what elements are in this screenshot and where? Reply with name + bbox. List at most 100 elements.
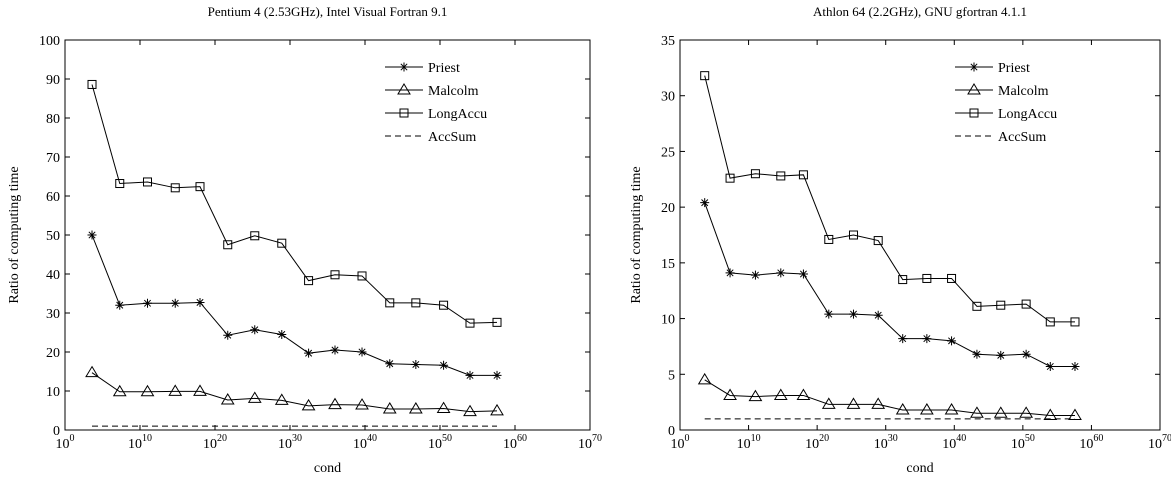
marker-square (824, 234, 834, 244)
marker-square (972, 301, 982, 311)
marker-star (848, 309, 858, 319)
series-line (91, 372, 498, 413)
marker-square (439, 300, 449, 310)
x-axis-label: cond (906, 461, 933, 476)
marker-triangle (846, 397, 861, 409)
marker-star (330, 345, 340, 355)
marker-star (798, 269, 808, 279)
marker-square (399, 108, 409, 118)
marker-square (996, 300, 1006, 310)
y-tick-label: 35 (661, 34, 675, 49)
x-tick-label: 1030 (278, 433, 302, 452)
y-tick-label: 50 (46, 229, 60, 244)
marker-square (750, 169, 760, 179)
marker-star (1021, 349, 1031, 359)
marker-triangle (895, 402, 910, 415)
marker-square (143, 177, 152, 187)
x-tick-label: 100 (56, 433, 75, 452)
x-tick-label: 1030 (874, 433, 898, 452)
marker-square (87, 79, 97, 89)
marker-square (1070, 317, 1080, 327)
legend-label: Malcolm (998, 84, 1049, 99)
marker-triangle (490, 403, 504, 416)
marker-square (947, 273, 957, 283)
marker-triangle (220, 392, 235, 405)
marker-triangle (919, 402, 934, 415)
x-tick-label: 1060 (1079, 433, 1103, 452)
marker-star (195, 297, 205, 307)
marker-square (1045, 317, 1055, 327)
marker-star (947, 336, 957, 346)
marker-square (170, 183, 180, 193)
x-tick-label: 1050 (428, 433, 452, 452)
marker-square (223, 240, 233, 250)
marker-triangle (967, 83, 981, 95)
marker-star (1070, 361, 1080, 371)
y-tick-label: 100 (39, 34, 60, 49)
marker-triangle (397, 83, 411, 95)
marker-square (700, 71, 710, 81)
x-tick-label: 1010 (737, 433, 761, 452)
series-line (91, 84, 498, 324)
legend-label: AccSum (998, 130, 1046, 145)
chart-title: Pentium 4 (2.53GHz), Intel Visual Fortra… (208, 4, 448, 19)
marker-square (922, 273, 932, 283)
marker-star (304, 348, 314, 358)
legend-label: LongAccu (998, 107, 1057, 122)
y-tick-label: 10 (661, 313, 675, 328)
marker-triangle (463, 404, 477, 417)
marker-star (223, 330, 233, 340)
x-tick-label: 1060 (503, 433, 527, 452)
marker-star (357, 347, 367, 357)
marker-square (330, 270, 340, 280)
legend-label: AccSum (428, 130, 476, 145)
marker-triangle (328, 397, 342, 410)
marker-square (776, 171, 786, 181)
marker-square (250, 231, 260, 241)
y-tick-label: 0 (53, 424, 60, 439)
x-tick-label: 1070 (578, 433, 602, 452)
x-tick-label: 1020 (203, 433, 227, 452)
marker-star (385, 359, 395, 369)
y-axis-label: Ratio of computing time (7, 166, 22, 303)
marker-square (1021, 299, 1031, 309)
series-line (704, 379, 1075, 417)
marker-triangle (247, 391, 262, 403)
x-tick-label: 100 (671, 433, 690, 452)
y-tick-label: 0 (668, 424, 675, 439)
marker-square (195, 182, 205, 192)
marker-square (898, 275, 908, 285)
marker-triangle (773, 388, 788, 400)
y-axis-label: Ratio of computing time (629, 166, 644, 303)
marker-star (776, 268, 786, 278)
marker-square (277, 238, 287, 248)
plot-frame (64, 39, 591, 431)
y-tick-label: 80 (46, 112, 60, 127)
legend-label: Priest (998, 61, 1030, 76)
y-tick-label: 20 (661, 201, 675, 216)
chart-title: Athlon 64 (2.2GHz), GNU gfortran 4.1.1 (813, 4, 1027, 19)
x-tick-label: 1070 (1148, 433, 1171, 452)
marker-star (492, 370, 502, 380)
marker-star (972, 349, 982, 359)
marker-star (996, 350, 1006, 360)
marker-triangle (944, 402, 959, 415)
x-tick-label: 1010 (128, 433, 152, 452)
marker-square (969, 108, 979, 118)
marker-triangle (1043, 408, 1058, 421)
series-line (91, 234, 498, 376)
series-line (704, 75, 1075, 323)
y-tick-label: 15 (661, 257, 675, 272)
marker-triangle (697, 372, 712, 385)
marker-star (898, 334, 908, 344)
marker-star (87, 230, 97, 240)
series-line (704, 202, 1075, 367)
marker-star (115, 300, 125, 310)
marker-star (465, 370, 475, 380)
marker-square (492, 317, 502, 327)
marker-star (277, 329, 287, 339)
legend-label: Malcolm (428, 84, 479, 99)
y-tick-label: 25 (661, 145, 675, 160)
marker-triangle (193, 384, 207, 396)
y-tick-label: 10 (46, 385, 60, 400)
